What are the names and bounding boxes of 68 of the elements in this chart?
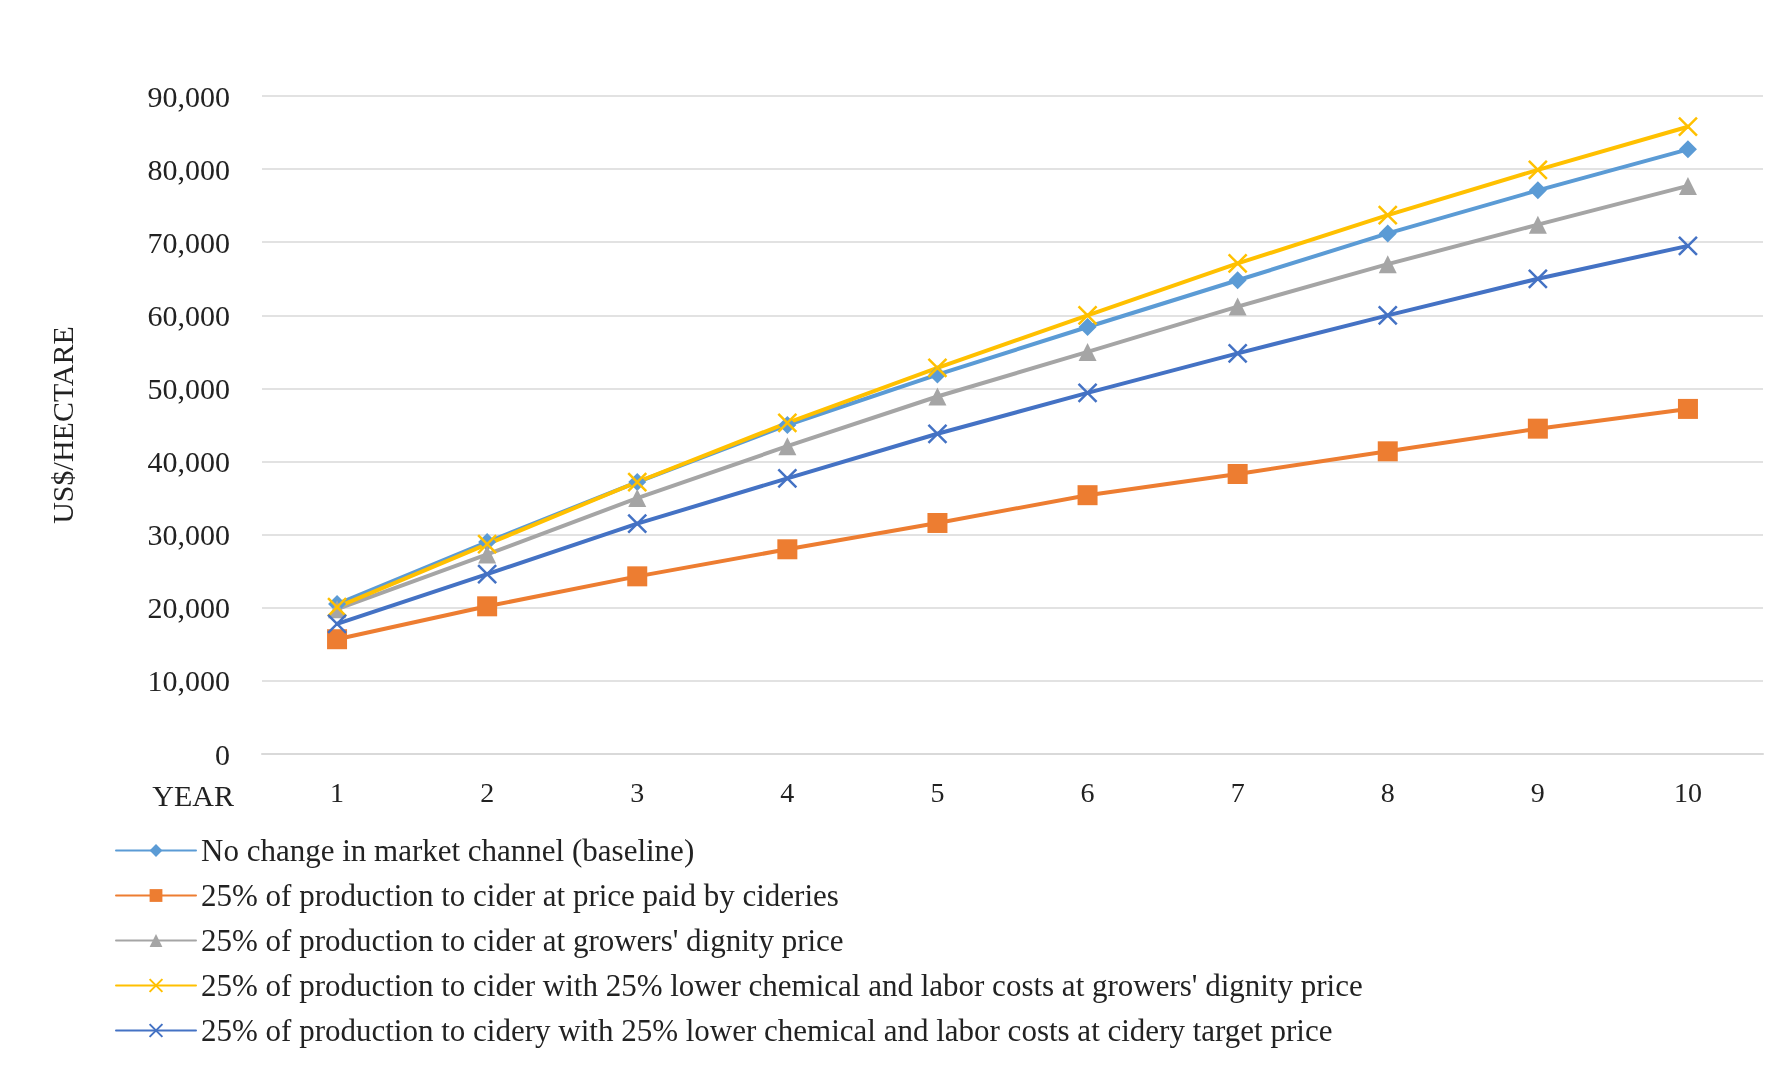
point	[1227, 253, 1248, 274]
legend-label: No change in market channel (baseline)	[201, 833, 695, 868]
point	[1077, 305, 1098, 326]
y-tick-label: 80,000	[147, 152, 230, 186]
x-tick-label: 8	[1380, 776, 1395, 808]
y-tick-label: 70,000	[147, 225, 230, 259]
point	[1677, 398, 1698, 419]
y-tick-label: 90,000	[147, 79, 230, 113]
x-tick-label: 5	[930, 776, 945, 808]
point	[1527, 159, 1549, 181]
x-tick-label: 4	[780, 776, 795, 808]
point	[1528, 215, 1547, 234]
point	[628, 489, 647, 508]
point	[326, 613, 348, 635]
point	[1527, 418, 1548, 439]
point	[1227, 343, 1248, 364]
y-axis-title: US$/HECTARE	[45, 326, 79, 524]
y-tick-label: 30,000	[147, 518, 230, 552]
legend-label: 25% of production to cidery with 25% lower chemical and labor costs at cidery target price	[201, 1013, 1333, 1048]
y-tick-label: 20,000	[147, 591, 230, 625]
x-tick-label: 7	[1230, 776, 1245, 808]
y-tick-label: 40,000	[147, 445, 230, 479]
point	[1677, 116, 1699, 137]
point	[476, 533, 498, 555]
point	[1527, 268, 1549, 290]
point	[777, 468, 798, 489]
point	[1377, 441, 1398, 462]
point	[477, 596, 498, 617]
point	[1377, 305, 1398, 326]
y-tick-label: 60,000	[147, 298, 230, 332]
point	[1677, 235, 1699, 257]
x-tick-label: 3	[630, 776, 645, 808]
point	[928, 387, 947, 406]
point	[1078, 318, 1097, 337]
point	[927, 423, 948, 445]
x-tick-label: 6	[1080, 776, 1095, 808]
point	[1528, 181, 1547, 200]
x-tick-label: 2	[480, 776, 495, 808]
y-tick-label: 50,000	[147, 371, 230, 405]
point	[1228, 271, 1247, 290]
legend-label: 25% of production to cider at growers' dignity price	[201, 923, 844, 958]
point	[1228, 297, 1247, 316]
y-tick-label: 10,000	[147, 664, 230, 698]
point	[1678, 140, 1697, 159]
point	[627, 513, 648, 534]
point	[1378, 255, 1397, 274]
point	[927, 512, 948, 533]
point	[778, 437, 797, 456]
point	[476, 563, 498, 585]
point	[627, 566, 648, 587]
point	[327, 629, 348, 650]
point	[1227, 463, 1248, 484]
point	[1077, 382, 1098, 404]
point	[1078, 342, 1097, 361]
x-tick-label: 10	[1673, 776, 1702, 808]
legend-label: 25% of production to cider with 25% lower chemical and labor costs at growers' dignity price	[201, 968, 1363, 1003]
x-tick-label: 9	[1530, 776, 1545, 808]
point	[478, 545, 497, 564]
point	[777, 539, 798, 560]
x-tick-label: 1	[330, 776, 345, 808]
point	[1378, 224, 1397, 243]
point	[1377, 204, 1398, 226]
point	[1077, 485, 1098, 506]
x-axis-title: YEAR	[152, 778, 234, 812]
legend-label: 25% of production to cider at price paid by cideries	[201, 878, 839, 913]
point	[927, 357, 948, 379]
point	[1678, 176, 1697, 195]
y-tick-label: 0	[215, 737, 230, 771]
